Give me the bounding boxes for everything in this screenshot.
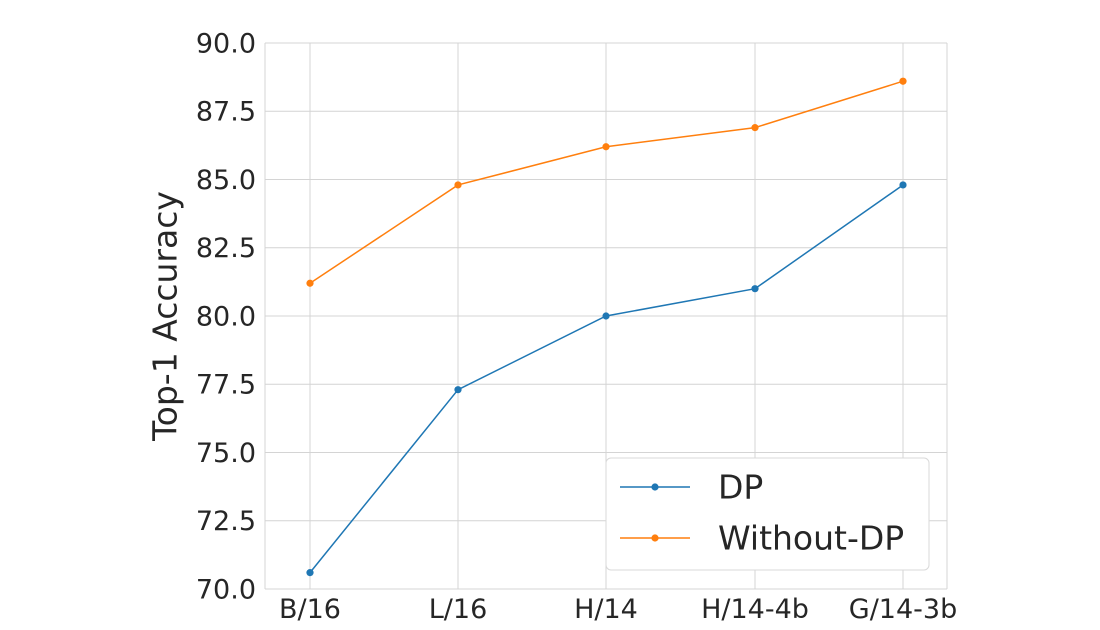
x-tick-label: H/14-4b — [701, 594, 809, 625]
data-point — [306, 279, 314, 287]
data-point — [306, 569, 314, 577]
y-tick-label: 70.0 — [196, 574, 256, 605]
y-tick-labels: 70.0 72.5 75.0 77.5 80.0 82.5 85.0 87.5 90.0 — [196, 28, 256, 605]
legend-frame — [605, 457, 930, 571]
x-tick-label: H/14 — [574, 594, 638, 625]
y-tick-label: 90.0 — [196, 28, 256, 59]
x-tick-label: L/16 — [429, 594, 488, 625]
data-point — [751, 285, 759, 293]
data-point — [602, 312, 610, 320]
data-point — [751, 124, 759, 132]
legend: DP Without-DP — [605, 457, 930, 571]
y-tick-label: 77.5 — [196, 370, 256, 401]
legend-label: DP — [718, 468, 763, 507]
y-tick-label: 75.0 — [196, 438, 256, 469]
y-tick-label: 80.0 — [196, 301, 256, 332]
legend-marker — [651, 534, 659, 542]
x-tick-label: B/16 — [279, 594, 341, 625]
data-point — [454, 386, 462, 394]
data-point — [454, 181, 462, 189]
data-point — [899, 77, 907, 85]
legend-entry: Without-DP — [620, 519, 904, 558]
series-without-dp — [306, 77, 907, 287]
y-tick-label: 85.0 — [196, 165, 256, 196]
series-dp — [306, 181, 907, 577]
y-tick-label: 87.5 — [196, 97, 256, 128]
x-tick-label: G/14-3b — [849, 594, 957, 625]
y-tick-label: 72.5 — [196, 506, 256, 537]
series — [306, 77, 907, 577]
y-axis-label: Top-1 Accuracy — [146, 191, 185, 442]
legend-label: Without-DP — [718, 519, 904, 558]
data-point — [899, 181, 907, 189]
legend-marker — [651, 483, 659, 491]
x-tick-labels: B/16 L/16 H/14 H/14-4b G/14-3b — [279, 594, 957, 625]
legend-entry: DP — [620, 468, 763, 507]
y-tick-label: 82.5 — [196, 233, 256, 264]
data-point — [602, 143, 610, 151]
